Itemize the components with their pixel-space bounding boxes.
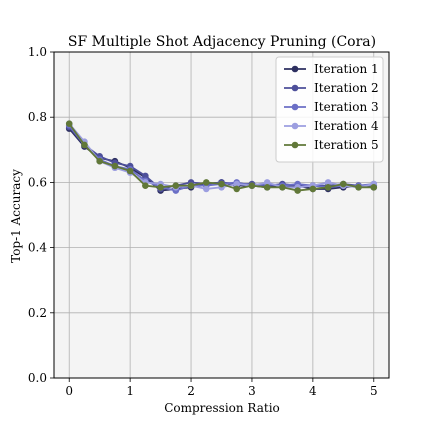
y-tick-label: 1.0 xyxy=(28,45,47,59)
data-point xyxy=(218,180,225,188)
data-point xyxy=(202,179,210,186)
legend-item: Iteration 2 xyxy=(284,81,379,95)
data-point xyxy=(187,182,195,189)
x-tick-label: 1 xyxy=(126,384,134,398)
legend-label: Iteration 2 xyxy=(314,81,379,95)
x-tick-label: 4 xyxy=(309,384,317,398)
chart-title: SF Multiple Shot Adjacency Pruning (Cora… xyxy=(68,34,376,50)
data-point xyxy=(324,183,332,191)
data-point xyxy=(309,185,317,193)
y-tick-label: 0.2 xyxy=(28,306,47,320)
data-point xyxy=(172,182,180,189)
x-tick-label: 0 xyxy=(65,384,73,398)
legend-label: Iteration 3 xyxy=(314,100,379,114)
legend-label: Iteration 5 xyxy=(314,138,379,152)
data-point xyxy=(157,183,164,191)
legend-swatch-marker xyxy=(291,65,299,73)
legend: Iteration 1 Iteration 2 Iteration 3 Iterati… xyxy=(275,56,384,163)
data-point xyxy=(355,183,362,191)
y-tick-label: 0.6 xyxy=(28,175,47,189)
y-axis-label: Top-1 Accuracy xyxy=(9,169,23,263)
legend-swatch-marker xyxy=(291,84,299,92)
legend-item: Iteration 4 xyxy=(284,119,379,133)
y-tick-label: 0.8 xyxy=(28,110,47,124)
data-point xyxy=(126,167,134,175)
data-point xyxy=(96,157,103,165)
data-point xyxy=(233,185,241,193)
legend-swatch-marker xyxy=(291,141,299,149)
ticks: 0 1 2 3 4 5 0.0 0.2 0.4 0.6 0.8 1.0 xyxy=(28,45,378,398)
data-point xyxy=(324,179,332,186)
x-axis-label: Compression Ratio xyxy=(164,401,280,415)
data-point xyxy=(233,180,241,188)
y-tick-label: 0.0 xyxy=(28,371,47,385)
data-point xyxy=(111,162,119,170)
legend-label: Iteration 4 xyxy=(314,119,379,133)
x-tick-label: 3 xyxy=(248,384,256,398)
legend-box xyxy=(275,56,384,163)
legend-item: Iteration 5 xyxy=(284,138,379,152)
data-point xyxy=(142,182,149,189)
data-point xyxy=(340,180,347,188)
data-point xyxy=(142,172,149,180)
data-point xyxy=(263,179,271,186)
legend-item: Iteration 1 xyxy=(284,62,379,76)
data-point xyxy=(279,183,286,191)
data-point xyxy=(248,182,256,189)
data-point xyxy=(65,120,73,128)
y-tick-label: 0.4 xyxy=(28,241,47,255)
data-point xyxy=(263,183,271,191)
plot-frame xyxy=(53,51,390,379)
legend-label: Iteration 1 xyxy=(314,62,379,76)
series-layer xyxy=(65,120,378,194)
legend-swatch-marker xyxy=(291,103,299,111)
data-point xyxy=(294,187,301,194)
data-point xyxy=(81,141,88,149)
x-tick-label: 5 xyxy=(370,384,378,398)
data-point xyxy=(370,183,378,191)
data-point xyxy=(202,185,210,193)
series-iteration-5 xyxy=(65,120,378,194)
legend-item: Iteration 3 xyxy=(284,100,379,114)
legend-swatch-marker xyxy=(291,122,299,130)
x-tick-label: 2 xyxy=(187,384,195,398)
